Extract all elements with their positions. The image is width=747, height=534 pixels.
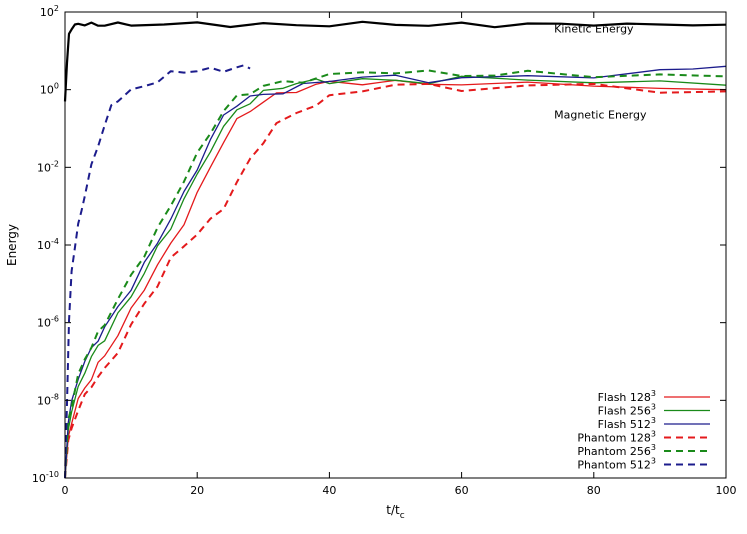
y-tick-label: 10-10 bbox=[32, 470, 59, 485]
series-line-phantom-256 bbox=[64, 69, 727, 479]
y-axis-title: Energy bbox=[5, 224, 19, 266]
series-line-phantom-128 bbox=[64, 82, 727, 479]
legend-label: Flash 5123 bbox=[598, 416, 656, 431]
tick-labels: 0 20 40 60 80 100 10-10 10-8 10-6 10-4 10-2 100 102 bbox=[32, 4, 737, 497]
legend-label: Flash 2563 bbox=[598, 403, 656, 418]
legend-label: Phantom 1283 bbox=[577, 430, 656, 445]
x-tick-label: 0 bbox=[62, 484, 69, 497]
legend-label: Flash 1283 bbox=[598, 389, 656, 404]
x-tick-label: 80 bbox=[587, 484, 601, 497]
annotation-label: Magnetic Energy bbox=[554, 109, 647, 122]
x-tick-label: 100 bbox=[716, 484, 737, 497]
series-line-kinetic bbox=[63, 20, 727, 102]
y-tick-label: 100 bbox=[40, 82, 59, 97]
y-tick-label: 10-8 bbox=[37, 392, 59, 407]
y-tick-label: 102 bbox=[40, 4, 59, 19]
x-tick-label: 40 bbox=[322, 484, 336, 497]
x-tick-label: 20 bbox=[190, 484, 204, 497]
annotations: Kinetic Energy Magnetic Energy bbox=[554, 22, 647, 121]
legend-label: Phantom 5123 bbox=[577, 457, 656, 472]
y-tick-label: 10-6 bbox=[37, 315, 59, 330]
y-tick-label: 10-2 bbox=[37, 159, 59, 174]
annotation-label: Kinetic Energy bbox=[554, 22, 634, 35]
x-tick-label: 60 bbox=[455, 484, 469, 497]
legend-label: Phantom 2563 bbox=[577, 443, 656, 458]
plot-lines bbox=[63, 20, 727, 479]
y-tick-label: 10-4 bbox=[37, 237, 59, 252]
axis-ticks bbox=[64, 11, 727, 479]
